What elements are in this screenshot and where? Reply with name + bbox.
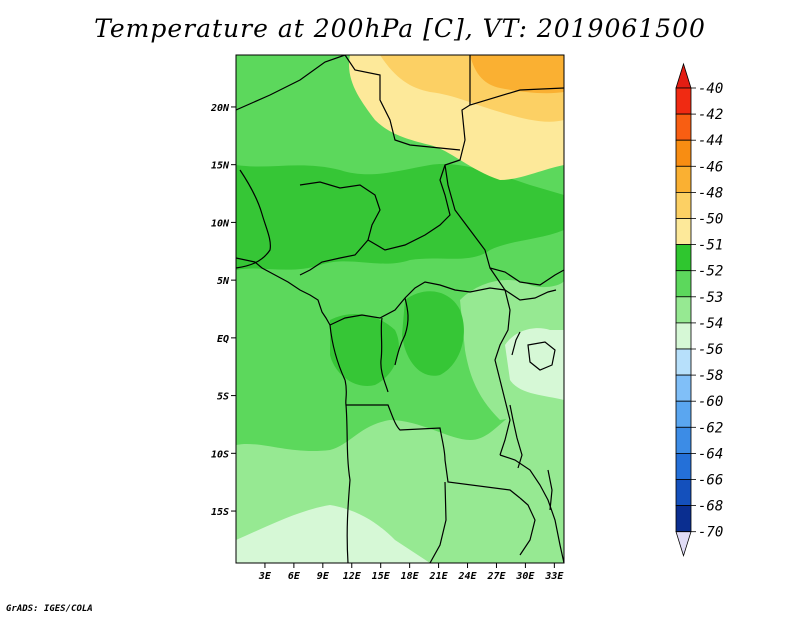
field-region-52-center-east [402, 291, 464, 376]
border-line [344, 55, 461, 151]
colorbar-swatch [675, 270, 692, 298]
colorbar-swatch [675, 139, 692, 167]
border-line [236, 257, 331, 326]
lake-victoria [527, 341, 556, 371]
colorbar-label: -64 [698, 446, 723, 462]
colorbar-label: -62 [698, 420, 723, 436]
field-region-46 [470, 55, 564, 94]
map-frame [235, 54, 565, 564]
lat-tick-label: 5N [217, 276, 230, 287]
colorbar-swatch [675, 87, 692, 115]
lon-tick-label: 12E [343, 571, 362, 582]
border-line [489, 267, 511, 456]
colorbar-label: -50 [698, 212, 723, 228]
lat-tick-label: 15N [211, 161, 230, 172]
lon-tick-label: 24E [457, 571, 477, 582]
colorbar-swatch [675, 165, 692, 193]
colorbar-top-arrow [675, 62, 692, 89]
border-line [394, 297, 409, 366]
lat-tick-label: 15S [211, 507, 229, 518]
lat-tick-label: 10S [211, 449, 229, 460]
lon-tick-label: 30E [515, 571, 535, 582]
colorbar-label: -48 [698, 185, 723, 201]
colorbar-bottom-arrow [675, 531, 692, 558]
border-line [329, 324, 521, 499]
colorbar-label: -53 [698, 290, 723, 306]
colorbar-swatch [675, 322, 692, 350]
colorbar-swatch [675, 400, 692, 428]
country-borders [236, 55, 564, 563]
lon-tick-label: 27E [486, 571, 506, 582]
lake-malawi [547, 469, 553, 511]
colorbar-label: -68 [698, 499, 723, 515]
lat-tick-label: 10N [211, 218, 230, 229]
latitude-axis: 20N 15N 10N 5N EQ 5S 10S 15S [210, 103, 236, 518]
colorbar-label: -56 [698, 342, 723, 358]
colorbar-label: -70 [698, 525, 723, 541]
field-region-52-north [236, 164, 564, 270]
lakes [509, 331, 556, 511]
map-title: Temperature at 200hPa [C], VT: 201906150… [94, 14, 706, 43]
colorbar-label: -58 [698, 368, 723, 384]
colorbar-label: -46 [698, 159, 723, 175]
lon-tick-label: 3E [258, 571, 272, 582]
longitude-axis: 3E 6E 9E 12E 15E 18E 21E 24E 27E 30E 33E [258, 563, 564, 582]
lon-tick-label: 6E [288, 571, 301, 582]
colorbar-label: -54 [698, 316, 723, 332]
colorbar-swatch [675, 191, 692, 219]
lat-tick-label: 5S [217, 392, 229, 403]
colorbar-label: -44 [698, 133, 723, 149]
colorbar-swatch [675, 348, 692, 376]
colorbar-label: -60 [698, 394, 723, 410]
lat-tick-label: 20N [210, 103, 230, 114]
colorbar-swatch [675, 479, 692, 507]
border-line [236, 55, 346, 111]
colorbar-swatch [675, 113, 692, 141]
field-region-56-southwest [236, 505, 430, 563]
lake-albert [511, 331, 521, 356]
border-line [380, 317, 389, 393]
lake-tanganyika [509, 404, 523, 469]
border-line [429, 481, 447, 563]
colorbar-swatch [675, 244, 692, 272]
colorbar: -40 -42 -44 -46 -48 -50 -51 -52 -53 -54 -56 -58 -60 -… [675, 62, 723, 558]
colorbar-label: -40 [698, 81, 723, 97]
lon-tick-label: 15E [372, 571, 391, 582]
border-line [367, 87, 564, 251]
border-line [345, 404, 351, 563]
lon-tick-label: 9E [317, 571, 330, 582]
colorbar-swatch [675, 296, 692, 324]
colorbar-swatch [675, 426, 692, 454]
colorbar-swatch [675, 505, 692, 533]
colorbar-label: -51 [698, 238, 723, 254]
border-line [519, 497, 536, 556]
border-line [499, 454, 564, 563]
colorbar-swatch [675, 452, 692, 480]
colorbar-swatch [675, 218, 692, 246]
border-line [329, 281, 557, 326]
colorbar-swatch [675, 374, 692, 402]
colorbar-label: -42 [698, 107, 723, 123]
grads-credit: GrADS: IGES/COLA [6, 604, 93, 614]
lon-tick-label: 33E [544, 571, 564, 582]
temperature-field [236, 55, 564, 563]
lon-tick-label: 21E [429, 571, 449, 582]
lat-tick-label: EQ [217, 334, 229, 345]
lon-tick-label: 18E [401, 571, 420, 582]
border-line [299, 181, 381, 276]
colorbar-label: -66 [698, 473, 723, 489]
colorbar-label: -52 [698, 264, 723, 280]
